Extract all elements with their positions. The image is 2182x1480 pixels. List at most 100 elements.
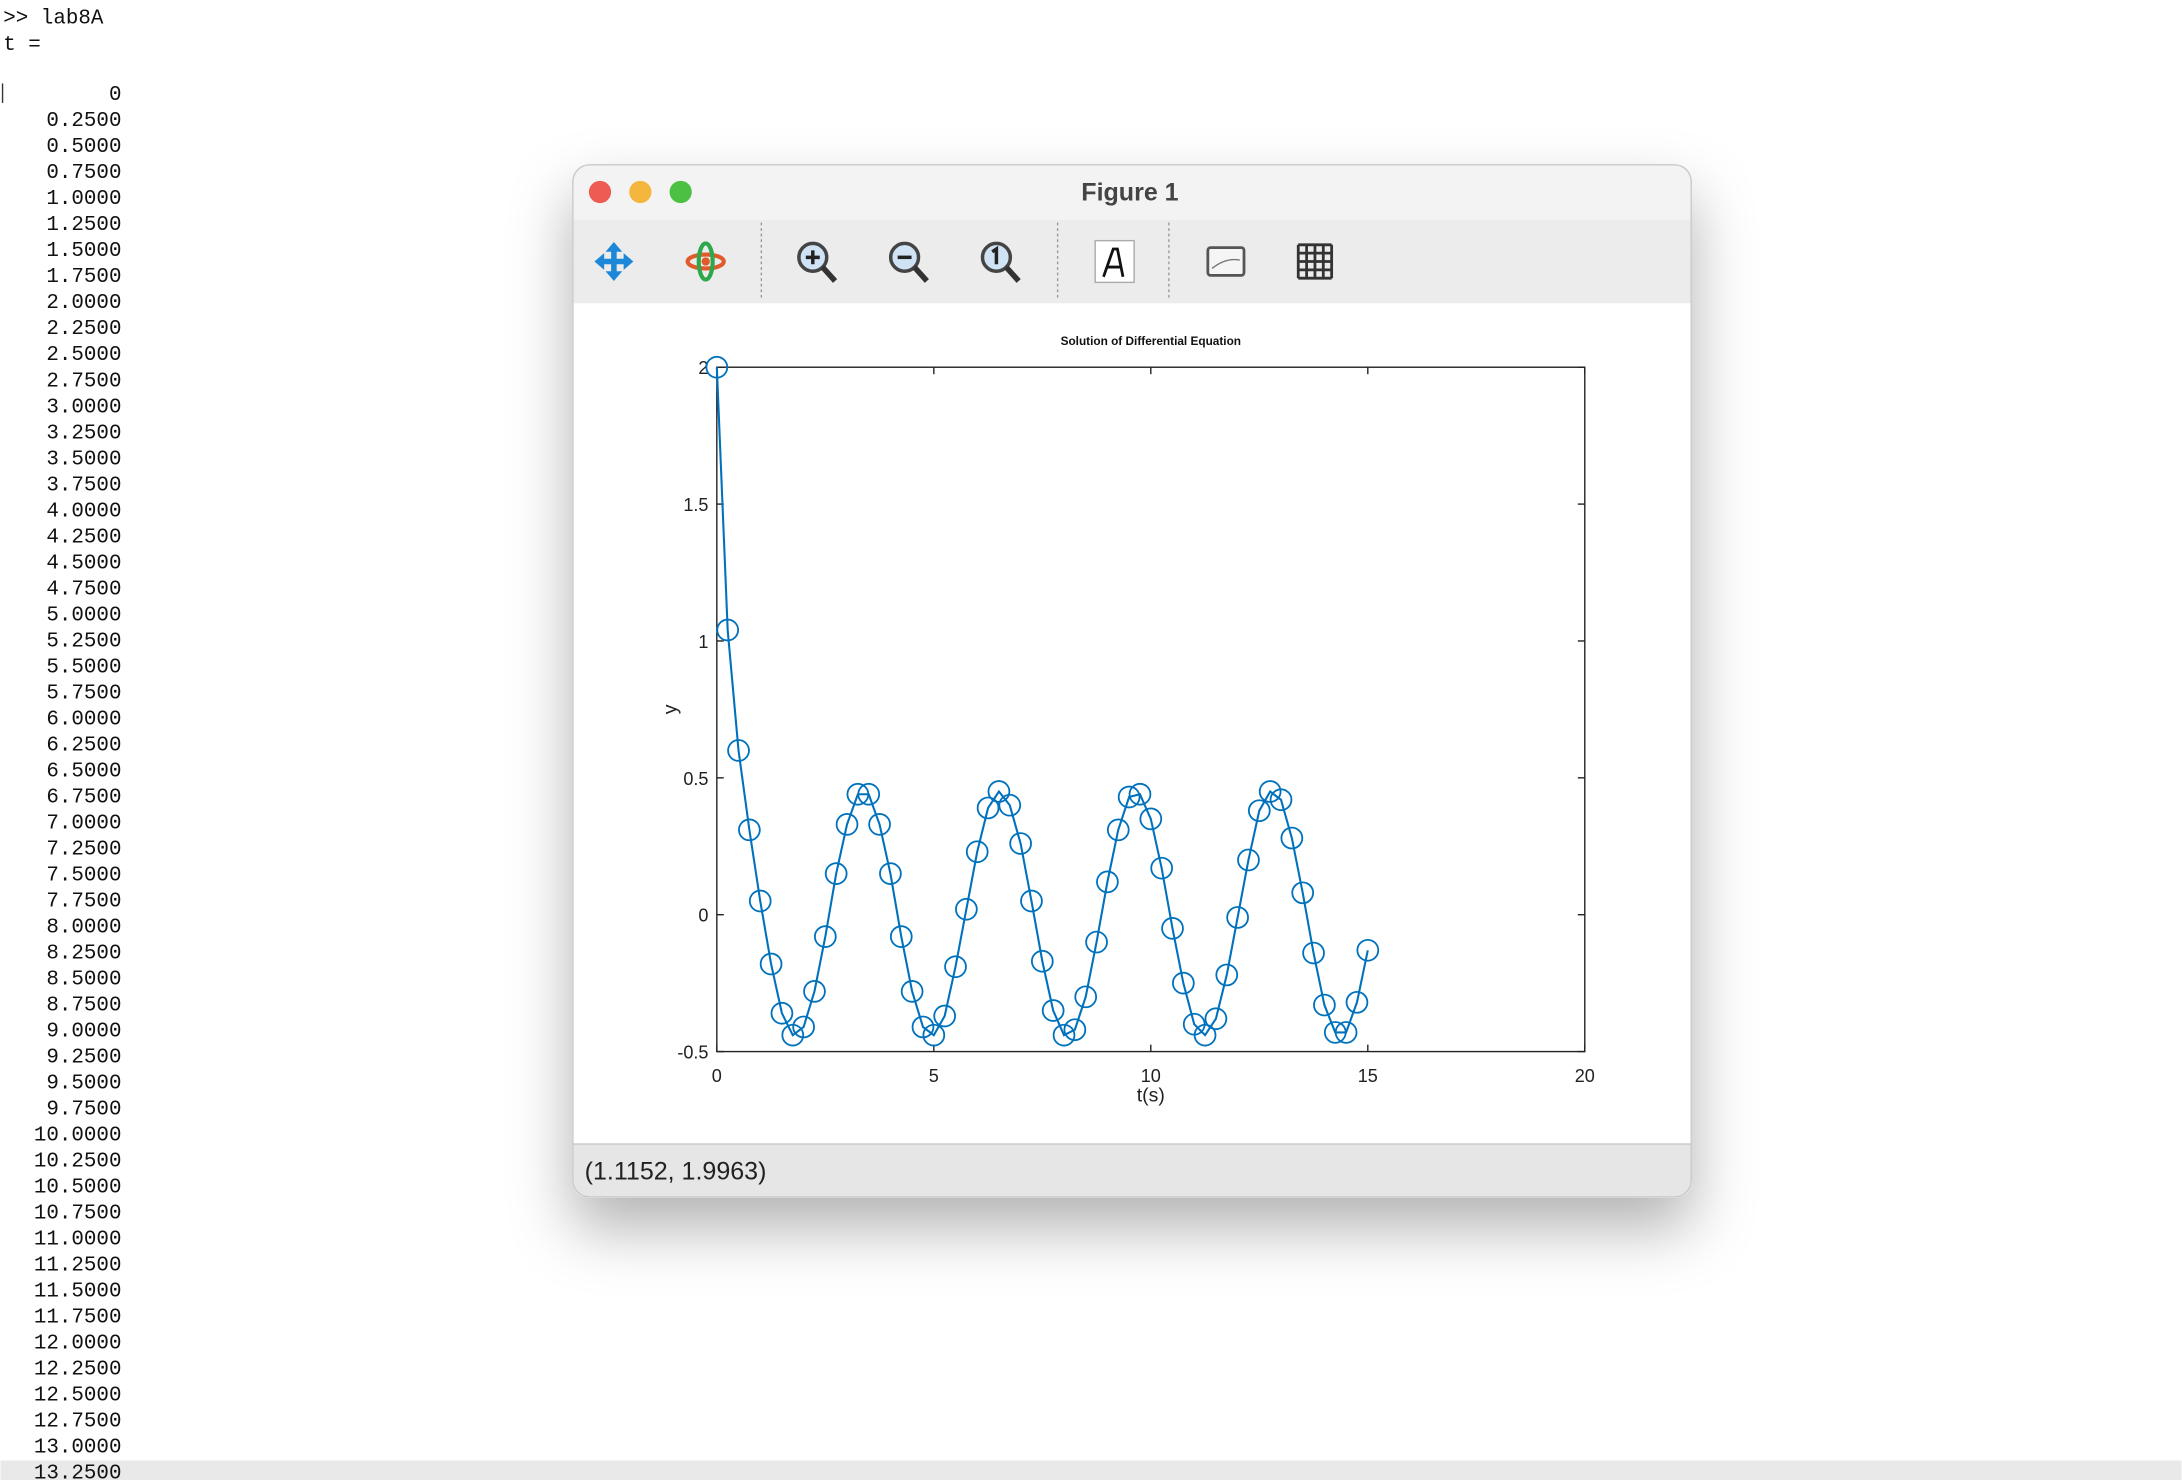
data-marker [1009, 832, 1032, 855]
zoom-reset-tool[interactable] [980, 241, 1021, 283]
data-marker [1237, 848, 1260, 872]
terminal-line: 4.5000 [46, 552, 121, 575]
terminal-line: 3.5000 [46, 448, 121, 471]
data-marker [1117, 785, 1141, 809]
data-marker [835, 813, 859, 836]
data-marker [1226, 906, 1249, 929]
data-marker [1172, 971, 1195, 995]
data-marker [998, 793, 1022, 817]
legend-tool[interactable] [1206, 246, 1246, 277]
data-marker [1020, 889, 1043, 913]
terminal-line: 9.5000 [46, 1073, 121, 1096]
data-marker [846, 782, 870, 806]
data-marker [748, 889, 772, 913]
terminal-line: 9.2500 [46, 1047, 121, 1070]
terminal-line: 2.0000 [46, 292, 121, 315]
data-marker [1323, 1021, 1347, 1044]
title-bar [572, 164, 1692, 220]
data-marker [1345, 990, 1369, 1014]
terminal-line: 11.2500 [34, 1255, 122, 1278]
terminal-line: 9.7500 [46, 1099, 121, 1122]
terminal-line: 7.7500 [46, 890, 121, 913]
terminal-line: 6.2500 [46, 734, 121, 757]
data-marker [824, 862, 848, 885]
data-marker [803, 980, 826, 1003]
terminal-line: 3.0000 [46, 396, 121, 419]
plot: Solution of Differential Equation t(s) y… [659, 334, 1594, 1107]
data-marker [727, 739, 750, 762]
data-marker [857, 782, 881, 806]
terminal-line: 11.5000 [34, 1281, 122, 1304]
data-marker [1041, 999, 1065, 1022]
terminal-line: 12.5000 [34, 1385, 122, 1408]
data-marker [944, 955, 967, 979]
data-marker [1106, 818, 1130, 842]
data-marker [1096, 870, 1119, 894]
data-marker [1215, 963, 1239, 987]
data-marker [1204, 1007, 1228, 1031]
close-button[interactable] [588, 180, 612, 204]
y-tick-label: -0.5 [677, 1043, 708, 1063]
status-bar [572, 1143, 1692, 1198]
text-tool[interactable] [1094, 239, 1135, 284]
terminal-line: 4.2500 [46, 526, 121, 549]
y-tick-label: 1 [698, 632, 708, 652]
terminal-line: 6.7500 [46, 786, 121, 809]
terminal-line: 0.2500 [46, 110, 121, 133]
terminal-command: >> lab8A [3, 8, 104, 31]
axes-box [716, 366, 1586, 1053]
terminal-line: 7.2500 [46, 838, 121, 861]
x-tick-label: 20 [1575, 1066, 1595, 1086]
x-tick-label: 10 [1141, 1066, 1161, 1086]
terminal-line: 0.5000 [46, 136, 121, 159]
maximize-button[interactable] [669, 180, 692, 204]
terminal-line: 3.2500 [46, 422, 121, 445]
data-marker [738, 818, 761, 842]
terminal-line: 0 [109, 84, 122, 107]
terminal-line: 8.2500 [46, 943, 121, 966]
data-line [715, 367, 1369, 1037]
zoom-in-tool[interactable] [797, 241, 838, 283]
data-marker [1161, 917, 1184, 940]
chart-title: Solution of Differential Equation [1061, 334, 1241, 348]
data-marker [1063, 1018, 1087, 1042]
terminal-line: 4.0000 [46, 500, 121, 523]
rotate-tool[interactable] [685, 241, 726, 282]
data-marker [1085, 930, 1108, 954]
terminal-line: 5.5000 [46, 656, 121, 679]
data-marker [770, 1001, 794, 1025]
x-tick-label: 15 [1358, 1066, 1378, 1086]
figure-window: Figure 1 (1.1152, 1.9963) [572, 164, 1692, 1198]
zoom-out-tool[interactable] [888, 241, 929, 283]
data-marker [1139, 807, 1163, 831]
terminal-line: 10.0000 [34, 1125, 122, 1148]
data-marker [1052, 1023, 1076, 1047]
terminal-line: 1.0000 [46, 188, 121, 211]
data-marker [1280, 826, 1304, 850]
terminal-line: 2.5000 [46, 344, 121, 367]
terminal-line: 9.0000 [46, 1021, 121, 1044]
terminal-line: 11.7500 [34, 1307, 122, 1330]
data-marker [759, 952, 783, 976]
terminal-line: 2.2500 [46, 318, 121, 341]
data-marker [1247, 799, 1271, 823]
pan-tool[interactable] [594, 242, 634, 281]
status-text: (1.1152, 1.9963) [585, 1158, 767, 1186]
data-marker [792, 1015, 815, 1039]
terminal-line: 5.7500 [46, 682, 121, 705]
grid-tool[interactable] [1296, 243, 1334, 280]
terminal-line: 0.7500 [46, 162, 121, 185]
data-marker [1269, 788, 1293, 812]
data-marker [1291, 881, 1315, 905]
terminal-output: 0 0.2500 0.5000 0.7500 1.0000 1.2500 1.5000 1.7… [34, 84, 122, 1480]
data-marker [933, 1004, 957, 1028]
terminal-line: 12.2500 [34, 1359, 122, 1382]
data-marker [889, 925, 913, 948]
data-marker [900, 980, 924, 1003]
data-marker [1128, 782, 1152, 806]
x-tick-label: 0 [712, 1066, 722, 1086]
minimize-button[interactable] [629, 180, 652, 204]
data-marker [1313, 993, 1336, 1017]
terminal-line: 1.7500 [46, 266, 121, 289]
